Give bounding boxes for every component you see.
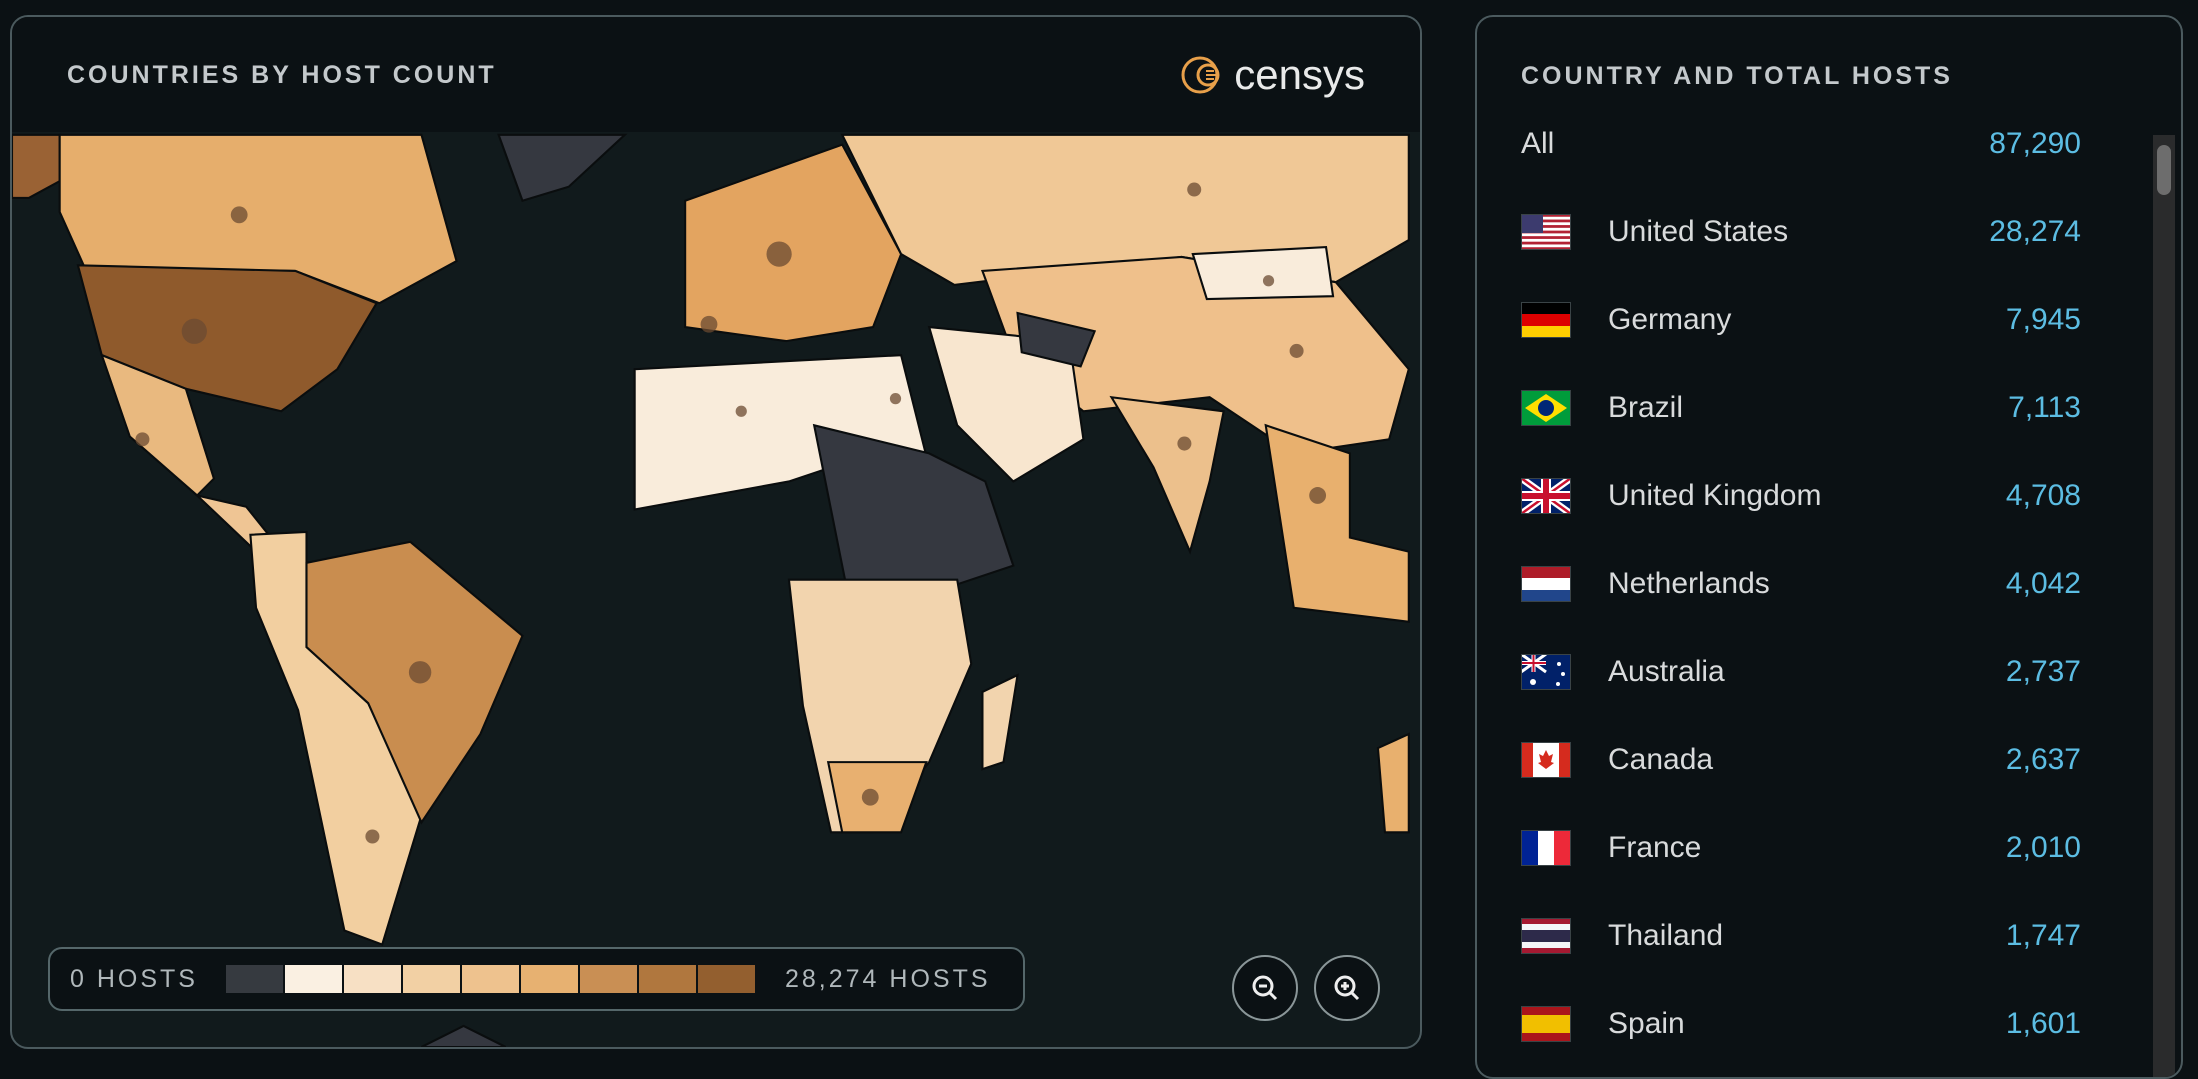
marker-germany: [766, 241, 792, 267]
country-brazil: [305, 540, 524, 825]
marker-china: [1289, 343, 1304, 358]
legend-swatch-4: [461, 965, 521, 993]
country-india: [1109, 395, 1225, 555]
list-item-country[interactable]: Australia 2,737: [1521, 642, 2081, 702]
country-name: France: [1608, 831, 1702, 864]
country-name: Brazil: [1608, 391, 1684, 424]
list-item-country[interactable]: Germany 7,945: [1521, 290, 2081, 350]
zoom-in-icon: [1334, 975, 1360, 1001]
map-title: COUNTRIES BY HOST COUNT: [67, 61, 497, 89]
country-name: Spain: [1608, 1007, 1685, 1040]
list-item-all[interactable]: All 87,290: [1521, 114, 2081, 174]
flag-fr-icon: [1521, 830, 1571, 866]
scrollbar-thumb[interactable]: [2157, 145, 2171, 195]
legend-swatch-8: [697, 965, 757, 993]
host-count: 2,010: [2005, 831, 2081, 864]
country-alaska: [12, 133, 61, 200]
country-hosts-panel: COUNTRY AND TOTAL HOSTS All 87,290 Unite…: [1475, 15, 2183, 1079]
host-count: 1,601: [2005, 1007, 2081, 1040]
flag-nl-icon: [1521, 566, 1571, 602]
list-item-country[interactable]: France 2,010: [1521, 818, 2081, 878]
marker-mongolia: [1262, 275, 1275, 287]
legend-color-scale: [225, 965, 757, 993]
marker-brazil: [408, 661, 432, 684]
countries-map-panel: COUNTRIES BY HOST COUNT censys: [10, 15, 1422, 1049]
marker-france: [700, 315, 718, 333]
host-count: 1,747: [2005, 919, 2081, 952]
censys-logo-text: censys: [1234, 51, 1365, 98]
zoom-in-button[interactable]: [1314, 955, 1380, 1021]
country-name: United States: [1608, 215, 1789, 248]
marker-south-africa: [861, 788, 879, 806]
flag-es-icon: [1521, 1006, 1571, 1042]
country-antarctica: [421, 1024, 507, 1047]
legend-swatch-6: [579, 965, 639, 993]
country-name: Thailand: [1608, 919, 1724, 952]
host-count: 87,290: [1989, 127, 2081, 160]
marker-thailand: [1309, 487, 1327, 504]
host-count: 4,708: [2005, 479, 2081, 512]
legend-swatch-3: [402, 965, 462, 993]
legend-swatch-0: [225, 965, 285, 993]
marker-algeria: [735, 405, 747, 417]
country-southeast-asia: [1264, 423, 1410, 623]
country-europe: [684, 143, 903, 343]
host-count: 2,637: [2005, 743, 2081, 776]
world-map[interactable]: [12, 132, 1420, 1047]
host-count: 7,113: [2008, 391, 2081, 424]
country-name: Netherlands: [1608, 567, 1770, 600]
country-name: United Kingdom: [1608, 479, 1822, 512]
zoom-out-icon: [1252, 975, 1278, 1001]
country-madagascar: [981, 673, 1019, 771]
host-count: 4,042: [2005, 567, 2081, 600]
marker-canada: [230, 206, 248, 224]
host-count: 28,274: [1989, 215, 2081, 248]
list-item-country[interactable]: United Kingdom 4,708: [1521, 466, 2081, 526]
scrollbar[interactable]: [2153, 135, 2175, 1077]
legend-max-label: 28,274 HOSTS: [784, 964, 991, 993]
legend-swatch-1: [284, 965, 344, 993]
country-name: Australia: [1608, 655, 1725, 688]
flag-au-icon: [1521, 654, 1571, 690]
list-item-country[interactable]: Netherlands 4,042: [1521, 554, 2081, 614]
country-mexico: [100, 353, 216, 497]
map-header: COUNTRIES BY HOST COUNT censys: [12, 17, 1420, 132]
country-mongolia: [1191, 245, 1335, 301]
country-iran-region: [1016, 311, 1097, 368]
country-name: Canada: [1608, 743, 1714, 776]
list-item-country[interactable]: Canada 2,637: [1521, 730, 2081, 790]
country-name: All: [1521, 127, 1555, 160]
legend-swatch-2: [343, 965, 403, 993]
host-count: 7,945: [2005, 303, 2081, 336]
flag-th-icon: [1521, 918, 1571, 954]
flag-us-icon: [1521, 214, 1571, 250]
country-name: Germany: [1608, 303, 1732, 336]
country-greenland: [497, 133, 628, 203]
list-item-country[interactable]: Brazil 7,113: [1521, 378, 2081, 438]
host-count-legend: 0 HOSTS 28,274 HOSTS: [48, 947, 1025, 1011]
flag-de-icon: [1521, 302, 1571, 338]
censys-logo: censys: [1180, 51, 1365, 99]
host-count: 2,737: [2005, 655, 2081, 688]
flag-gb-icon: [1521, 478, 1571, 514]
country-australia: [1376, 732, 1410, 834]
marker-argentina: [365, 829, 380, 844]
censys-logo-icon: [1181, 56, 1220, 94]
flag-br-icon: [1521, 390, 1571, 426]
legend-min-label: 0 HOSTS: [70, 964, 198, 993]
marker-us: [181, 318, 207, 344]
marker-egypt: [889, 393, 902, 405]
legend-swatch-7: [638, 965, 698, 993]
flag-ca-icon: [1521, 742, 1571, 778]
list-item-country[interactable]: Thailand 1,747: [1521, 906, 2081, 966]
list-title: COUNTRY AND TOTAL HOSTS: [1521, 62, 1953, 90]
list-item-country[interactable]: Spain 1,601: [1521, 994, 2081, 1054]
zoom-out-button[interactable]: [1232, 955, 1298, 1021]
marker-india: [1177, 436, 1192, 451]
marker-russia: [1187, 182, 1202, 197]
legend-swatch-5: [520, 965, 580, 993]
list-item-country[interactable]: United States 28,274: [1521, 202, 2081, 262]
marker-mexico: [135, 432, 150, 447]
